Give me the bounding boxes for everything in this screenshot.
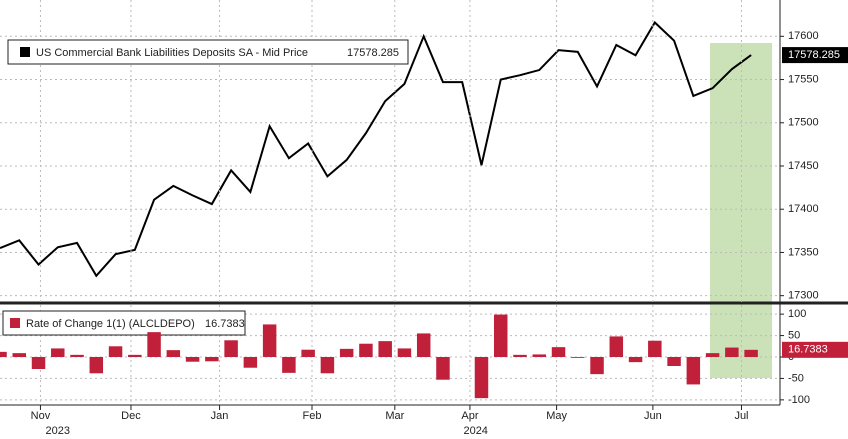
bar xyxy=(744,349,758,357)
x-tick-label: Mar xyxy=(385,410,404,422)
bar xyxy=(416,333,431,357)
y-tick-label: 17300 xyxy=(788,290,819,302)
bar xyxy=(339,348,354,357)
legend: US Commercial Bank Liabilities Deposits … xyxy=(7,39,409,65)
bar xyxy=(397,348,412,357)
bar xyxy=(705,353,720,357)
bar xyxy=(571,357,585,358)
bar xyxy=(725,347,739,357)
y-tick-label: 17450 xyxy=(788,160,819,172)
y-tick-label: 17550 xyxy=(788,73,819,85)
x-tick-label: Jan xyxy=(211,410,229,422)
legend-swatch xyxy=(20,47,30,57)
y-tick-label: -100 xyxy=(788,394,810,406)
bar xyxy=(0,351,7,357)
bar xyxy=(128,354,142,357)
bar xyxy=(108,346,123,357)
x-tick-label: Nov xyxy=(31,410,51,422)
bar xyxy=(378,341,392,357)
legend-value: 16.7383 xyxy=(205,318,245,330)
bar xyxy=(474,357,489,399)
bar xyxy=(494,314,508,357)
legend-swatch xyxy=(10,318,20,328)
bar xyxy=(590,357,604,375)
y-tick-label: 17600 xyxy=(788,30,819,42)
bar xyxy=(166,350,181,357)
last-value-box xyxy=(782,341,848,358)
bar xyxy=(12,353,26,357)
legend-box xyxy=(2,310,246,336)
bar xyxy=(51,348,65,357)
x-tick-label: Apr xyxy=(461,410,478,422)
bar xyxy=(686,357,701,385)
bar xyxy=(628,357,643,363)
bar xyxy=(262,324,277,357)
legend-box xyxy=(7,39,409,65)
bar xyxy=(224,340,238,357)
bar xyxy=(31,357,46,369)
y-tick-label: 17500 xyxy=(788,117,819,129)
bar xyxy=(205,357,219,362)
bar xyxy=(185,357,200,362)
legend-label: Rate of Change 1(1) (ALCLDEPO) xyxy=(26,318,195,330)
bar xyxy=(320,357,335,374)
last-value-label: 16.7383 xyxy=(788,344,828,356)
bar xyxy=(436,357,450,380)
legend-value: 17578.285 xyxy=(347,47,399,59)
x-tick-label: Dec xyxy=(121,410,141,422)
x-tick-label: Jun xyxy=(644,410,662,422)
last-value-label: 17578.285 xyxy=(788,49,840,61)
y-tick-label: -50 xyxy=(788,372,804,384)
bar xyxy=(70,354,84,357)
bar xyxy=(89,357,104,374)
bar xyxy=(667,357,681,366)
year-label: 2024 xyxy=(463,425,487,437)
x-tick-label: Feb xyxy=(303,410,322,422)
legend: Rate of Change 1(1) (ALCLDEPO) 16.7383 xyxy=(2,310,246,336)
y-tick-label: 100 xyxy=(788,308,806,320)
bar xyxy=(301,349,315,357)
x-tick-label: Jul xyxy=(734,410,748,422)
last-value-box xyxy=(782,47,848,64)
bar xyxy=(532,354,546,357)
y-tick-label: 17350 xyxy=(788,246,819,258)
bar xyxy=(648,340,662,357)
y-tick-label: 50 xyxy=(788,329,800,341)
bar xyxy=(513,354,527,357)
bar xyxy=(609,336,624,357)
bar xyxy=(282,357,296,373)
bar xyxy=(359,343,373,357)
legend-label: US Commercial Bank Liabilities Deposits … xyxy=(36,47,308,59)
bar xyxy=(147,332,161,357)
x-tick-label: May xyxy=(546,410,567,422)
bar xyxy=(551,347,566,357)
y-tick-label: 17400 xyxy=(788,203,819,215)
line xyxy=(0,20,752,278)
bar xyxy=(243,357,258,368)
year-label: 2023 xyxy=(46,425,70,437)
